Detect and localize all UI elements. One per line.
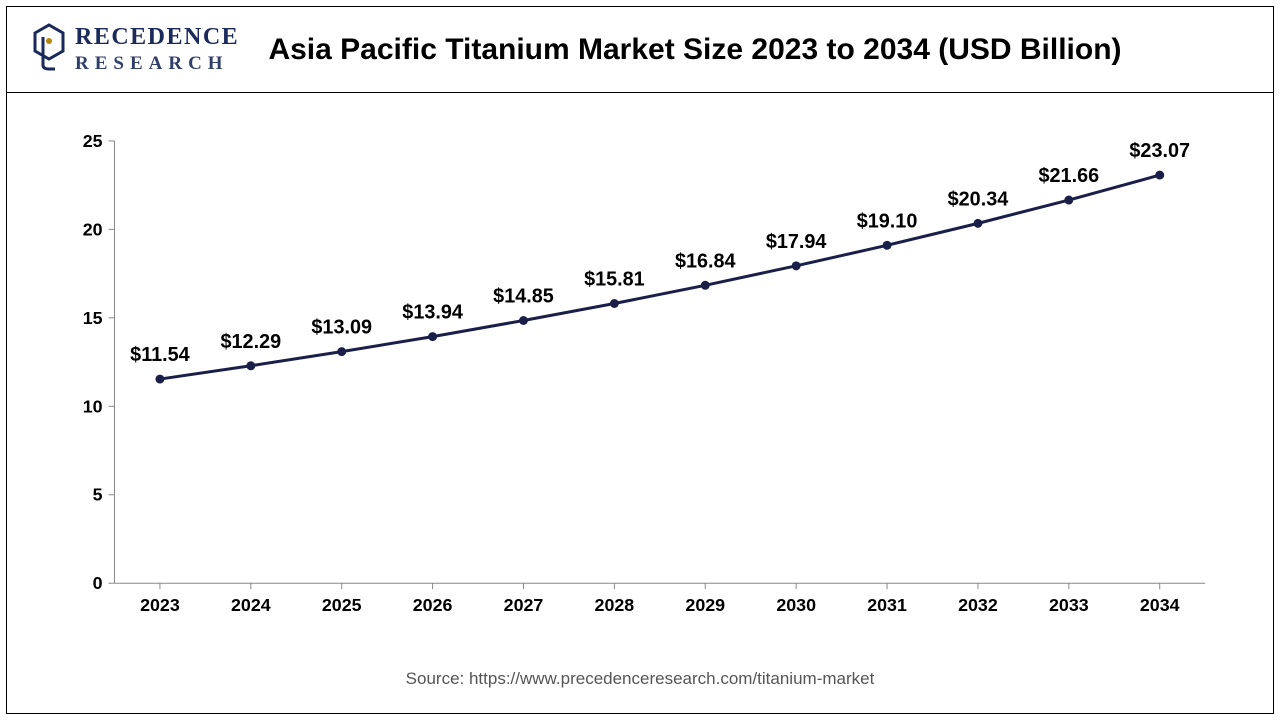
logo-text: RECEDENCE RESEARCH bbox=[75, 24, 239, 73]
line-chart-svg: 0510152025 20232024202520262027202820292… bbox=[55, 125, 1225, 633]
data-point bbox=[337, 347, 346, 356]
data-point bbox=[883, 241, 892, 250]
data-point bbox=[973, 219, 982, 228]
series-markers bbox=[155, 171, 1164, 384]
logo-mark-icon bbox=[29, 21, 73, 76]
data-point bbox=[1155, 171, 1164, 180]
x-axis: 2023 2024 2025 2026 2027 2028 2029 2030 2031 2032… bbox=[114, 583, 1205, 615]
logo-line-2: RESEARCH bbox=[75, 53, 229, 74]
data-label: $13.94 bbox=[402, 302, 463, 324]
y-axis: 0 5 10 15 20 25 bbox=[83, 131, 115, 593]
x-tick-label: 2024 bbox=[231, 595, 271, 615]
data-point bbox=[428, 332, 437, 341]
x-tick-label: 2034 bbox=[1140, 595, 1180, 615]
y-tick-label: 20 bbox=[83, 219, 103, 239]
y-tick-label: 25 bbox=[83, 131, 103, 151]
data-label: $23.07 bbox=[1129, 140, 1190, 162]
x-tick-label: 2027 bbox=[504, 595, 544, 615]
data-label: $11.54 bbox=[130, 344, 190, 366]
brand-logo: RECEDENCE RESEARCH bbox=[29, 21, 239, 76]
data-point bbox=[519, 316, 528, 325]
data-label: $12.29 bbox=[221, 331, 282, 353]
x-tick-label: 2033 bbox=[1049, 595, 1089, 615]
chart-title: Asia Pacific Titanium Market Size 2023 t… bbox=[158, 33, 1121, 67]
series-line bbox=[160, 175, 1160, 379]
data-point bbox=[246, 361, 255, 370]
data-point bbox=[610, 299, 619, 308]
data-label: $16.84 bbox=[675, 250, 736, 272]
x-tick-label: 2025 bbox=[322, 595, 362, 615]
y-tick-label: 0 bbox=[93, 573, 103, 593]
x-tick-label: 2030 bbox=[776, 595, 816, 615]
x-tick-label: 2028 bbox=[595, 595, 635, 615]
data-label: $14.85 bbox=[493, 286, 554, 308]
chart-frame: RECEDENCE RESEARCH Asia Pacific Titanium… bbox=[6, 6, 1274, 714]
data-label: $21.66 bbox=[1039, 165, 1100, 187]
data-labels: $11.54 $12.29 $13.09 $13.94 $14.85 $15.81 $16.… bbox=[130, 140, 1190, 366]
data-point bbox=[1064, 196, 1073, 205]
data-label: $13.09 bbox=[311, 317, 372, 339]
data-label: $19.10 bbox=[857, 210, 918, 232]
data-label: $20.34 bbox=[948, 188, 1009, 210]
plot-area: 0510152025 20232024202520262027202820292… bbox=[55, 125, 1225, 633]
source-caption: Source: https://www.precedenceresearch.c… bbox=[7, 669, 1273, 689]
data-point bbox=[155, 375, 164, 384]
data-point bbox=[792, 261, 801, 270]
logo-line-1: RECEDENCE bbox=[75, 24, 239, 50]
data-label: $17.94 bbox=[766, 231, 827, 253]
y-tick-label: 15 bbox=[83, 308, 103, 328]
y-tick-label: 5 bbox=[93, 485, 103, 505]
x-tick-label: 2023 bbox=[140, 595, 180, 615]
data-point bbox=[701, 281, 710, 290]
x-tick-label: 2026 bbox=[413, 595, 453, 615]
data-label: $15.81 bbox=[584, 269, 645, 291]
x-tick-label: 2032 bbox=[958, 595, 998, 615]
x-tick-label: 2029 bbox=[685, 595, 725, 615]
x-tick-label: 2031 bbox=[867, 595, 907, 615]
header-bar: RECEDENCE RESEARCH Asia Pacific Titanium… bbox=[7, 7, 1273, 93]
y-tick-label: 10 bbox=[83, 396, 103, 416]
